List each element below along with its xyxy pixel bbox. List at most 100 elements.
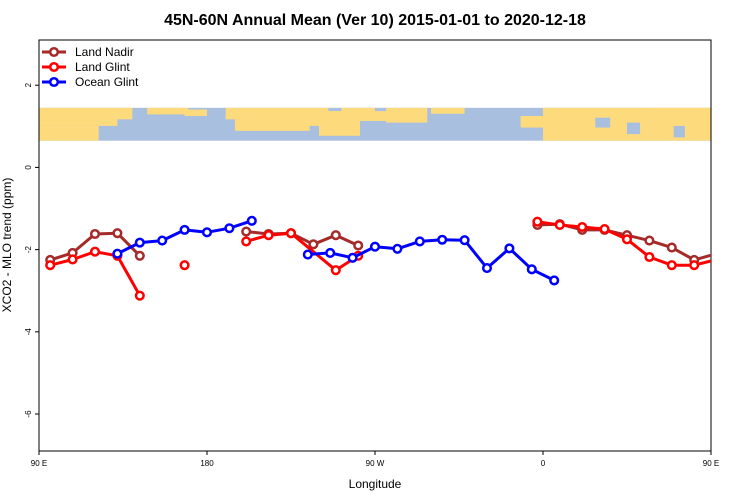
data-point xyxy=(241,226,252,237)
legend-swatch-marker xyxy=(48,61,60,73)
map-water-inlet xyxy=(673,125,685,138)
series-line xyxy=(307,238,555,282)
map-water-inlet xyxy=(627,122,641,135)
map-land-mass xyxy=(244,117,353,126)
y-tick-label: 0 xyxy=(24,165,33,170)
data-point xyxy=(263,230,274,241)
map-land-mass xyxy=(184,109,207,117)
legend-label: Ocean Glint xyxy=(75,75,139,89)
legend-item: Land Glint xyxy=(42,60,130,74)
data-point xyxy=(554,219,565,230)
x-tick-label: 180 xyxy=(200,459,214,468)
x-tick-label: 90 E xyxy=(31,459,47,468)
map-land-mass xyxy=(225,107,329,120)
data-point xyxy=(689,260,700,271)
map-land-mass xyxy=(520,116,543,128)
map-land-mass xyxy=(645,107,711,112)
data-point xyxy=(89,246,101,257)
series-line xyxy=(537,220,711,267)
data-point xyxy=(481,263,493,274)
data-point xyxy=(713,250,721,258)
x-tick-label: 0 xyxy=(541,459,546,468)
y-axis: 2 0 -2 -4 -6 xyxy=(24,82,39,418)
data-point xyxy=(504,243,515,254)
data-point xyxy=(112,228,123,239)
legend-item: Ocean Glint xyxy=(42,75,139,89)
data-point xyxy=(134,237,145,248)
data-point xyxy=(224,223,235,234)
data-point xyxy=(621,234,633,245)
data-point xyxy=(347,252,358,263)
data-point xyxy=(644,235,655,246)
series-line xyxy=(745,241,750,254)
data-point xyxy=(330,265,341,276)
map-land-mass xyxy=(315,111,394,121)
x-tick-label: 90 W xyxy=(366,459,385,468)
data-point xyxy=(437,234,448,245)
data-point xyxy=(735,230,743,238)
data-point xyxy=(89,228,101,240)
data-point xyxy=(459,235,470,246)
data-point xyxy=(713,256,721,264)
data-point xyxy=(369,241,381,252)
data-point xyxy=(285,228,297,239)
map-water-inlet xyxy=(595,117,611,128)
map-land-mass xyxy=(39,107,118,126)
map-land-mass xyxy=(341,107,375,113)
data-point xyxy=(353,240,364,251)
data-point xyxy=(179,224,190,235)
data-point xyxy=(577,221,588,233)
data-point xyxy=(201,227,213,238)
legend-swatch-marker xyxy=(48,46,60,58)
data-point xyxy=(325,247,336,258)
data-point xyxy=(302,249,313,260)
map-land-mass xyxy=(431,107,465,114)
y-axis-label: XCO2 - MLO trend (ppm) xyxy=(0,178,14,313)
map-land-mass xyxy=(147,107,189,115)
data-point xyxy=(330,230,341,241)
data-point xyxy=(735,248,743,256)
chart-title: 45N-60N Annual Mean (Ver 10) 2015-01-01 … xyxy=(164,12,586,29)
map-land-mass xyxy=(39,125,99,141)
y-tick-label: 2 xyxy=(24,82,33,87)
data-point xyxy=(157,235,168,246)
series-land-glint xyxy=(45,216,743,301)
x-axis: 90 E 180 90 W 0 90 E xyxy=(31,451,719,468)
legend-label: Land Glint xyxy=(75,60,130,74)
data-point xyxy=(532,216,543,227)
map-land-mass xyxy=(386,107,428,123)
data-point xyxy=(246,215,257,226)
data-point xyxy=(179,260,190,271)
data-point xyxy=(392,243,403,254)
y-tick-label: -6 xyxy=(24,410,33,418)
series-line xyxy=(537,222,711,262)
legend-item: Land Nadir xyxy=(42,45,134,59)
data-point xyxy=(741,250,749,258)
legend-label: Land Nadir xyxy=(75,45,134,59)
data-point xyxy=(414,236,425,247)
data-point xyxy=(134,290,145,301)
y-tick-label: -2 xyxy=(24,246,33,254)
map-land-mass xyxy=(117,107,133,120)
x-tick-label: 90 E xyxy=(703,459,719,468)
data-point xyxy=(112,248,123,259)
map-land-mass xyxy=(319,120,361,136)
series-line xyxy=(49,250,142,297)
data-point xyxy=(599,224,610,235)
x-axis-label: Longitude xyxy=(349,477,402,491)
world-map-strip xyxy=(39,107,711,141)
data-point xyxy=(308,239,319,250)
data-point xyxy=(67,254,78,265)
data-point xyxy=(666,242,677,253)
data-point xyxy=(666,260,677,271)
data-point xyxy=(549,275,560,286)
y-tick-label: -4 xyxy=(24,328,33,336)
data-point xyxy=(241,236,252,247)
data-point xyxy=(644,251,655,263)
data-point xyxy=(134,250,145,261)
series-layer xyxy=(45,215,750,301)
data-point xyxy=(526,264,537,275)
